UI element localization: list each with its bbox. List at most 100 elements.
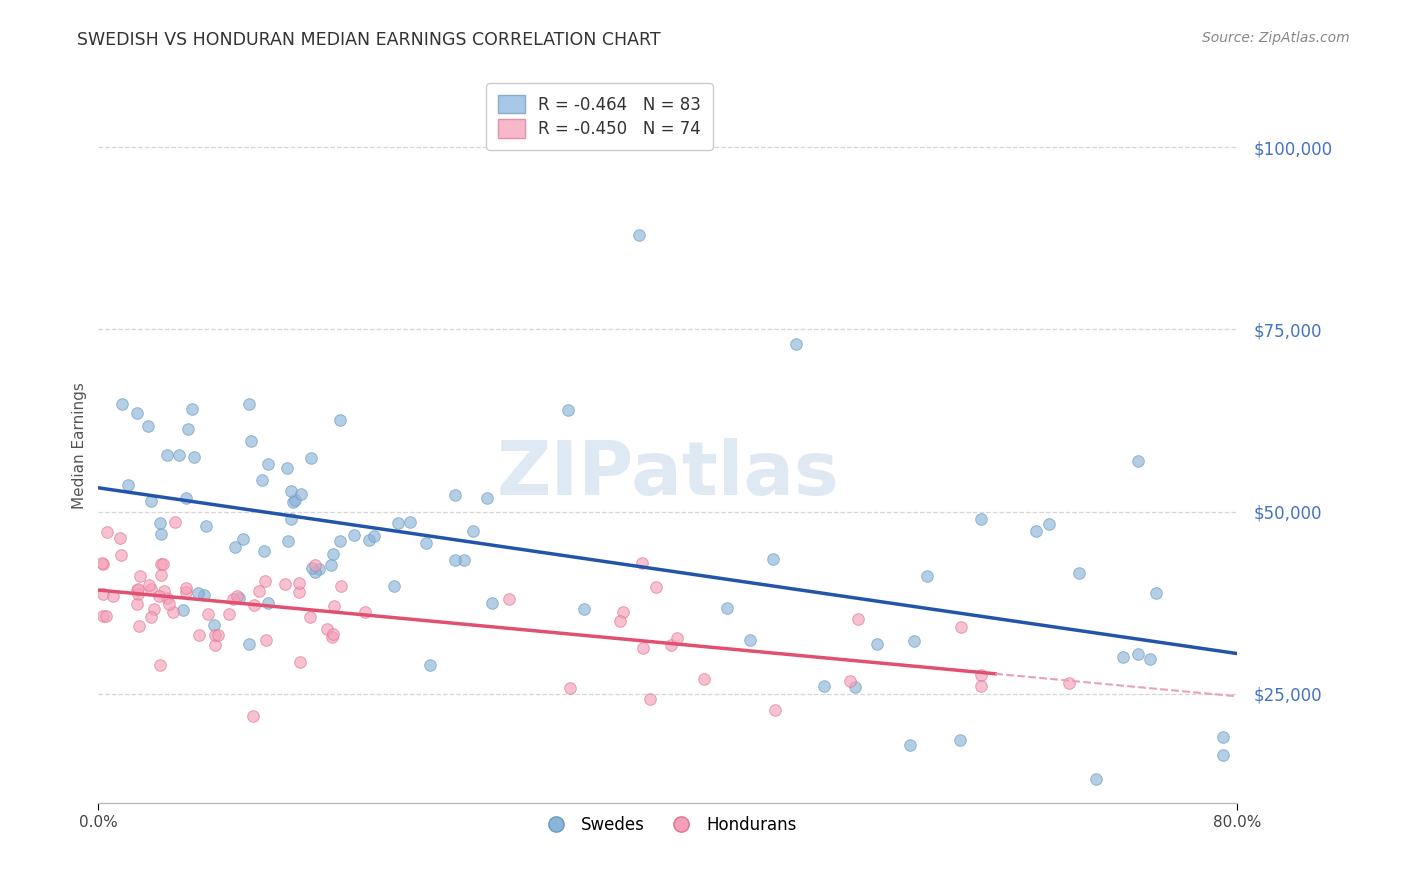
Point	[117, 478, 139, 492]
Point	[94, 609, 117, 624]
Point	[253, 544, 276, 558]
Point	[322, 547, 344, 561]
Point	[716, 601, 738, 615]
Point	[866, 637, 889, 651]
Point	[127, 597, 149, 611]
Point	[150, 526, 173, 541]
Point	[329, 579, 352, 593]
Point	[738, 633, 761, 648]
Point	[169, 448, 191, 462]
Point	[1025, 524, 1047, 539]
Point	[557, 402, 579, 417]
Point	[222, 591, 245, 606]
Point	[252, 473, 274, 487]
Y-axis label: Median Earnings: Median Earnings	[72, 383, 87, 509]
Point	[172, 603, 194, 617]
Point	[91, 557, 114, 571]
Point	[898, 738, 921, 752]
Point	[204, 638, 226, 652]
Point	[254, 574, 277, 589]
Point	[1057, 676, 1080, 690]
Point	[612, 605, 634, 619]
Point	[631, 640, 654, 655]
Point	[1112, 650, 1135, 665]
Point	[277, 533, 299, 548]
Point	[153, 583, 176, 598]
Point	[763, 703, 786, 717]
Point	[659, 638, 682, 652]
Point	[91, 609, 114, 624]
Point	[785, 337, 807, 351]
Point	[162, 605, 184, 619]
Point	[149, 516, 172, 530]
Point	[280, 483, 302, 498]
Point	[163, 515, 186, 529]
Point	[950, 620, 973, 634]
Point	[1212, 748, 1234, 763]
Point	[761, 552, 783, 566]
Point	[96, 525, 118, 540]
Point	[638, 692, 661, 706]
Point	[139, 610, 162, 624]
Point	[1144, 586, 1167, 600]
Point	[247, 583, 270, 598]
Point	[181, 402, 204, 417]
Point	[628, 227, 651, 242]
Point	[157, 597, 180, 611]
Point	[844, 680, 866, 694]
Point	[343, 528, 366, 542]
Point	[284, 492, 307, 507]
Point	[666, 631, 689, 645]
Point	[127, 406, 149, 420]
Point	[207, 628, 229, 642]
Point	[948, 733, 970, 747]
Point	[156, 448, 179, 462]
Point	[174, 585, 197, 599]
Point	[149, 567, 172, 582]
Point	[149, 658, 172, 673]
Point	[1038, 517, 1060, 532]
Point	[353, 605, 375, 619]
Point	[1085, 772, 1108, 787]
Point	[453, 552, 475, 566]
Point	[148, 589, 170, 603]
Legend: Swedes, Hondurans: Swedes, Hondurans	[533, 810, 803, 841]
Point	[1067, 566, 1090, 580]
Point	[242, 598, 264, 612]
Point	[290, 487, 312, 501]
Point	[382, 579, 405, 593]
Text: SWEDISH VS HONDURAN MEDIAN EARNINGS CORRELATION CHART: SWEDISH VS HONDURAN MEDIAN EARNINGS CORR…	[77, 31, 661, 49]
Point	[321, 558, 343, 572]
Point	[177, 422, 200, 436]
Point	[839, 673, 862, 688]
Point	[202, 618, 225, 632]
Point	[329, 533, 352, 548]
Point	[125, 583, 148, 598]
Point	[232, 532, 254, 546]
Point	[288, 585, 311, 599]
Point	[398, 516, 420, 530]
Point	[498, 591, 520, 606]
Point	[419, 658, 441, 673]
Point	[149, 558, 172, 572]
Point	[128, 569, 150, 583]
Point	[156, 591, 179, 605]
Point	[321, 630, 343, 644]
Point	[183, 450, 205, 464]
Point	[91, 587, 114, 601]
Point	[631, 556, 654, 570]
Point	[692, 673, 714, 687]
Point	[609, 615, 631, 629]
Point	[1212, 731, 1234, 745]
Point	[363, 528, 385, 542]
Point	[299, 450, 322, 465]
Point	[110, 548, 132, 562]
Point	[187, 628, 209, 642]
Point	[127, 582, 149, 596]
Point	[276, 461, 298, 475]
Point	[359, 533, 381, 547]
Point	[1126, 453, 1149, 467]
Point	[273, 577, 295, 591]
Point	[415, 536, 437, 550]
Point	[572, 602, 595, 616]
